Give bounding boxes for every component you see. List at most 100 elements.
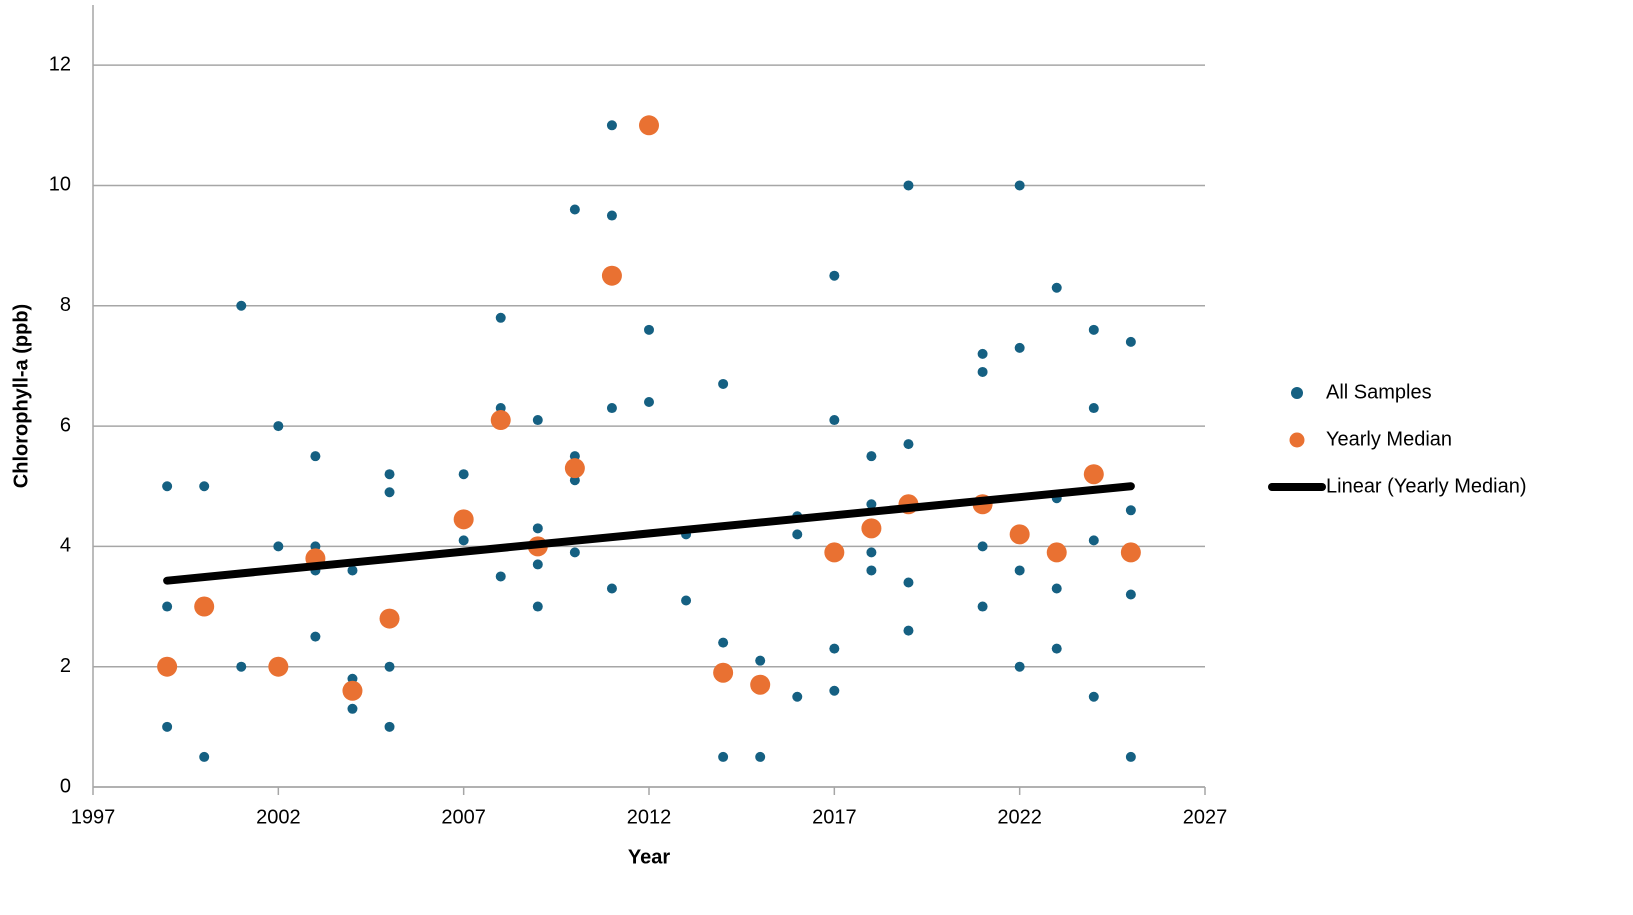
point [755,751,766,762]
point [977,541,988,552]
y-tick-label: 6 [60,414,71,436]
point [713,662,734,683]
point [1088,535,1099,546]
point [750,674,771,695]
point [644,324,654,335]
point [532,415,543,426]
point [1009,524,1030,545]
point [199,751,210,762]
point [903,577,914,588]
point [644,397,654,408]
point [310,451,321,462]
point [866,547,877,558]
point [162,601,173,612]
x-axis-title: Year [628,846,670,868]
point [569,204,580,215]
point [1014,661,1025,672]
point [1083,464,1104,485]
x-tick-label: 1997 [71,806,116,828]
point [495,571,506,582]
y-tick-label: 8 [60,294,71,316]
legend-marker [1291,387,1303,399]
point [792,691,803,702]
point [903,439,914,450]
point [199,481,210,492]
y-axis-title: Chlorophyll-a (ppb) [10,304,32,488]
x-tick-label: 2022 [997,806,1042,828]
point [194,596,215,617]
point [866,565,877,576]
point [1125,589,1136,600]
point [1051,583,1062,594]
point [1014,342,1025,353]
point [718,751,729,762]
y-tick-label: 12 [49,53,71,75]
point [792,529,803,540]
legend-label: Linear (Yearly Median) [1326,475,1526,497]
point [977,348,988,359]
point [866,499,877,510]
point [903,625,914,636]
point [458,535,469,546]
point [157,656,178,677]
point [268,656,289,677]
point [1125,505,1136,516]
point [866,451,877,462]
point [384,469,395,480]
point [532,601,543,612]
point [458,469,469,480]
point [569,547,580,558]
point [681,595,692,606]
y-tick-label: 2 [60,655,71,677]
x-tick-label: 2002 [256,806,301,828]
point [977,601,988,612]
point [342,680,363,701]
trend-line [163,482,1135,585]
point [718,637,729,648]
point [829,643,840,654]
point [903,180,914,191]
point [755,655,766,666]
point [601,265,622,286]
point [606,403,617,414]
x-tick-label: 2017 [812,806,857,828]
point [1125,751,1136,762]
point [718,378,729,389]
point [162,721,173,732]
y-tick-label: 4 [60,535,71,557]
legend-marker [1289,432,1305,448]
point [606,210,617,221]
point [379,608,400,629]
point [453,509,474,530]
point [1014,180,1025,191]
point [384,661,395,672]
point [273,421,284,432]
point [1014,565,1025,576]
point [1051,643,1062,654]
point [1120,542,1141,563]
point [606,120,617,131]
point [347,703,358,714]
point [532,523,543,534]
point [1046,542,1067,563]
legend-label: Yearly Median [1326,428,1452,450]
x-tick-label: 2027 [1183,806,1228,828]
point [824,542,845,563]
point [1088,691,1099,702]
point [384,721,395,732]
point [384,487,395,498]
point [829,685,840,696]
point [310,631,321,642]
y-tick-label: 0 [60,775,71,797]
point [347,565,358,576]
point [236,300,247,311]
x-tick-label: 2012 [627,806,672,828]
point [495,312,506,323]
legend-label: All Samples [1326,381,1432,403]
point [829,270,840,281]
point [273,541,284,552]
point [490,410,511,431]
point [1125,336,1136,347]
point [564,458,585,479]
